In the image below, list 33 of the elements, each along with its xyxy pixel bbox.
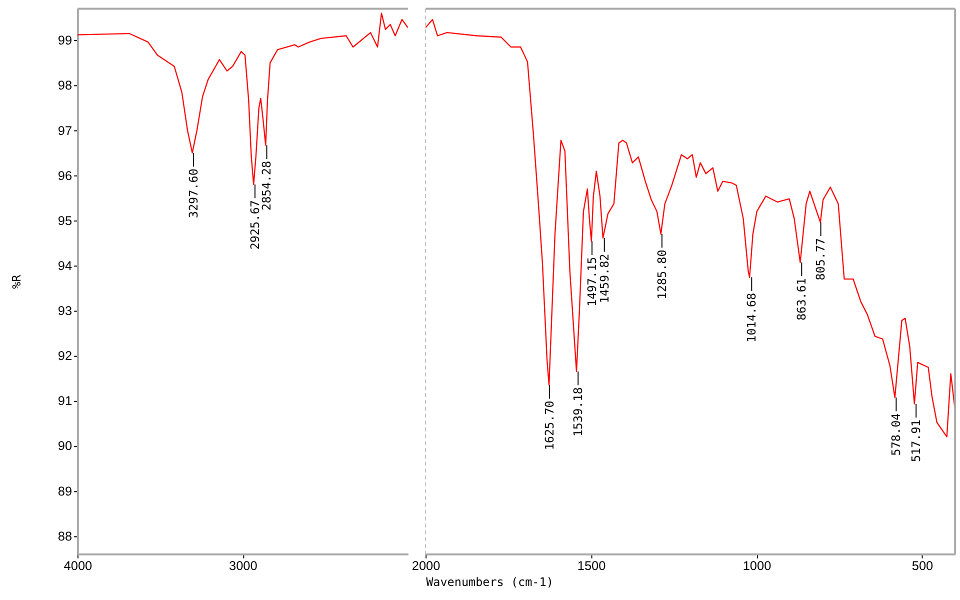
annotation: 1014.68 (744, 292, 759, 342)
annotation: 2925.67 (248, 200, 262, 250)
annotation: 1625.70 (542, 400, 556, 450)
x-axis-title: Wavenumbers (cm-1) (426, 574, 554, 589)
y-tick-label: 90 (58, 438, 72, 454)
y-tick-label: 94 (58, 258, 72, 273)
annotation: 1285.80 (654, 250, 669, 300)
annotation: 517.91 (908, 420, 923, 462)
y-axis-title: %R (10, 274, 24, 289)
y-tick-label: 89 (58, 483, 72, 498)
annotation: 1539.18 (571, 387, 586, 437)
annotation: 1497.15 (584, 256, 599, 306)
x-tick-label: 1500 (577, 558, 606, 574)
y-tick-label: 95 (58, 212, 72, 228)
y-tick-label: 98 (58, 78, 72, 93)
y-tick-label: 99 (58, 32, 72, 48)
y-tick-label: 93 (58, 303, 72, 318)
y-tick-label: 91 (58, 393, 72, 408)
x-tick-label: 4000 (64, 558, 92, 574)
annotation: 3297.60 (186, 168, 200, 218)
y-tick-label: 88 (58, 528, 72, 544)
x-tick-label: 3000 (229, 558, 258, 574)
annotation: 863.61 (794, 278, 809, 321)
annotation: 578.04 (889, 413, 904, 456)
x-tick-label: 1000 (742, 558, 772, 574)
annotation: 1459.82 (597, 254, 612, 304)
x-tick-label: 500 (912, 558, 934, 574)
y-tick-label: 92 (58, 348, 72, 364)
annotation: 2854.28 (260, 160, 274, 210)
y-tick-label: 97 (58, 122, 72, 138)
y-tick-label: 96 (58, 168, 72, 183)
x-tick-label: 2000 (412, 558, 440, 574)
annotation: 805.77 (814, 238, 828, 280)
